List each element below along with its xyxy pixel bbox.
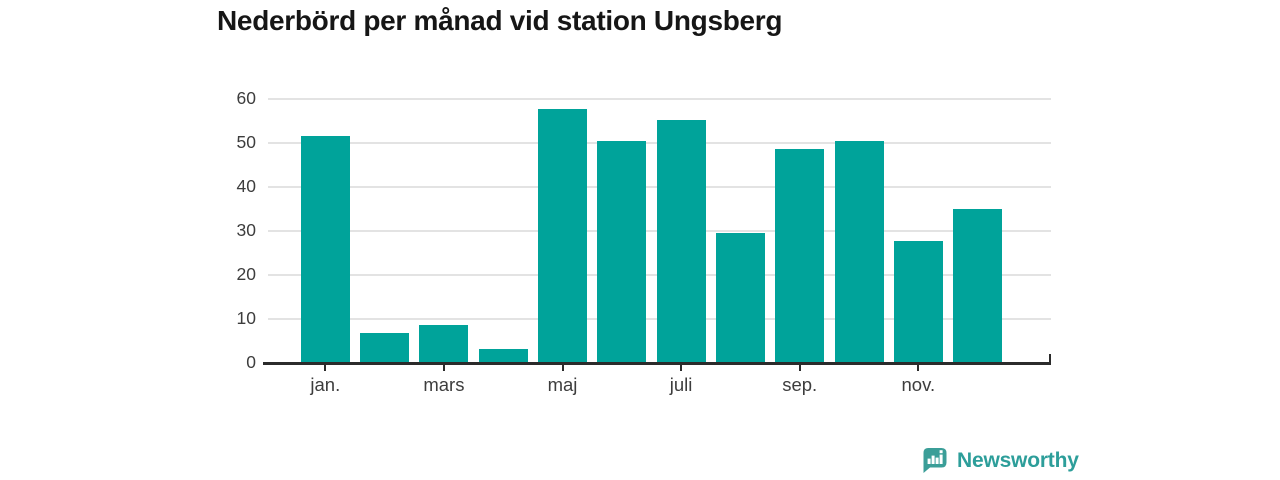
bar-okt: [834, 141, 884, 363]
x-tick-label-maj: maj: [547, 374, 578, 395]
bar-nov: [893, 241, 943, 363]
bar-jun: [597, 140, 647, 363]
bar-maj: [538, 108, 587, 363]
x-tick-nov: [917, 364, 920, 371]
x-tick-label-nov: nov.: [901, 374, 936, 395]
bar-dec: [953, 209, 1003, 363]
gridline-y60: [268, 98, 1051, 100]
brand-name: Newsworthy: [957, 448, 1079, 472]
y-tick-label-40: 40: [236, 176, 256, 196]
bar-sep: [775, 148, 825, 363]
x-tick-maj: [561, 364, 564, 371]
bar-feb: [360, 333, 410, 363]
y-tick-label-60: 60: [236, 88, 256, 108]
bar-mars: [419, 324, 469, 363]
x-tick-label-juli: juli: [669, 374, 693, 395]
y-tick-label-30: 30: [236, 220, 256, 240]
y-tick-label-0: 0: [246, 352, 256, 372]
x-tick-label-mars: mars: [423, 374, 465, 395]
x-tick-juli: [680, 364, 683, 371]
y-tick-label-50: 50: [236, 132, 256, 152]
brand-footer: Newsworthy: [920, 446, 1079, 475]
x-tick-mars: [442, 364, 445, 371]
bar-jan: [300, 136, 350, 363]
x-tick-label-jan: jan.: [310, 374, 341, 395]
x-axis-line: [263, 361, 1051, 365]
newsworthy-logo-icon: [923, 448, 947, 473]
x-axis-end-tick: [1048, 354, 1051, 363]
x-tick-jan: [324, 364, 327, 371]
x-tick-label-sep: sep.: [782, 374, 818, 395]
chart-title: Nederbörd per månad vid station Ungsberg: [217, 5, 783, 36]
y-tick-label-10: 10: [236, 308, 256, 328]
plot-area: [268, 98, 1051, 363]
bar-apr: [478, 349, 528, 363]
y-tick-label-20: 20: [236, 264, 256, 284]
x-tick-sep: [798, 364, 801, 371]
bar-aug: [715, 233, 765, 363]
bar-juli: [656, 119, 706, 363]
